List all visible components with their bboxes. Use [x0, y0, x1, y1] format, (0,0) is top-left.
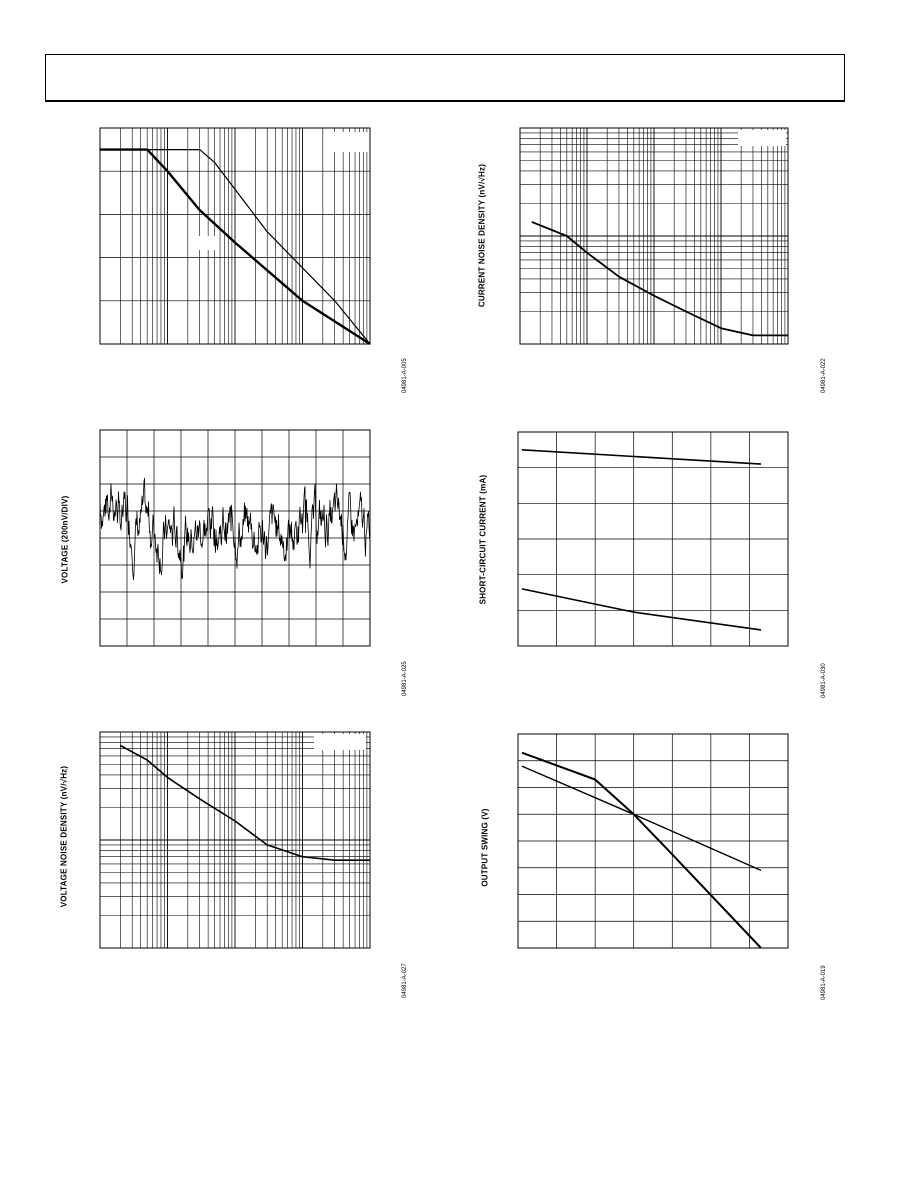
series-line: [119, 744, 370, 861]
legend-box: [328, 132, 368, 152]
series-line: [531, 221, 788, 337]
page-header-box: [45, 54, 845, 102]
grid-lines: [99, 128, 370, 344]
grid-lines: [519, 128, 788, 345]
chart-c2: [519, 127, 789, 345]
label-area: [196, 236, 216, 250]
figure-code: 04981-A-030: [821, 663, 827, 698]
legend-box: [754, 736, 786, 758]
y-axis-label: VOLTAGE NOISE DENSITY (nV/√Hz): [59, 765, 69, 908]
figure-code: 04981-A-019: [821, 965, 827, 1000]
chart-c5: [99, 731, 371, 949]
figure-code: 04981-A-022: [821, 358, 827, 393]
chart-panel-1: [99, 127, 371, 346]
plot-frame: [99, 429, 371, 647]
grid-lines: [518, 432, 788, 646]
series-line: [521, 588, 762, 631]
chart-c3: [99, 429, 371, 647]
plot-frame: [99, 127, 371, 345]
y-axis-label: OUTPUT SWING (V): [480, 808, 490, 887]
chart-c1: [99, 127, 371, 346]
grid-lines: [99, 732, 370, 949]
figure-code: 04981-A-025: [402, 661, 408, 696]
y-axis-label: VOLTAGE (200nV/DIV): [60, 495, 70, 584]
legend-box: [314, 734, 366, 750]
chart-c4: [517, 431, 789, 647]
chart-c6: [517, 733, 789, 949]
legend-box: [738, 130, 786, 146]
plot-frame: [517, 733, 789, 949]
plot-frame: [99, 731, 371, 949]
series-line: [521, 765, 762, 872]
y-axis-label: SHORT-CIRCUIT CURRENT (mA): [478, 474, 488, 605]
y-axis-label: CURRENT NOISE DENSITY (nV/√Hz): [477, 163, 487, 308]
chart-panel-2: [519, 127, 789, 345]
plot-frame: [517, 431, 789, 647]
series-line: [100, 149, 371, 345]
series-line: [521, 449, 762, 465]
figure-code: 04981-A-005: [402, 358, 408, 393]
series-line: [99, 477, 371, 581]
chart-panel-6: [517, 733, 789, 949]
chart-panel-4: [517, 431, 789, 647]
figure-code: 04981-A-027: [402, 963, 408, 998]
chart-panel-3: [99, 429, 371, 647]
plot-frame: [519, 127, 789, 345]
grid-lines: [518, 734, 788, 948]
chart-panel-5: [99, 731, 371, 949]
